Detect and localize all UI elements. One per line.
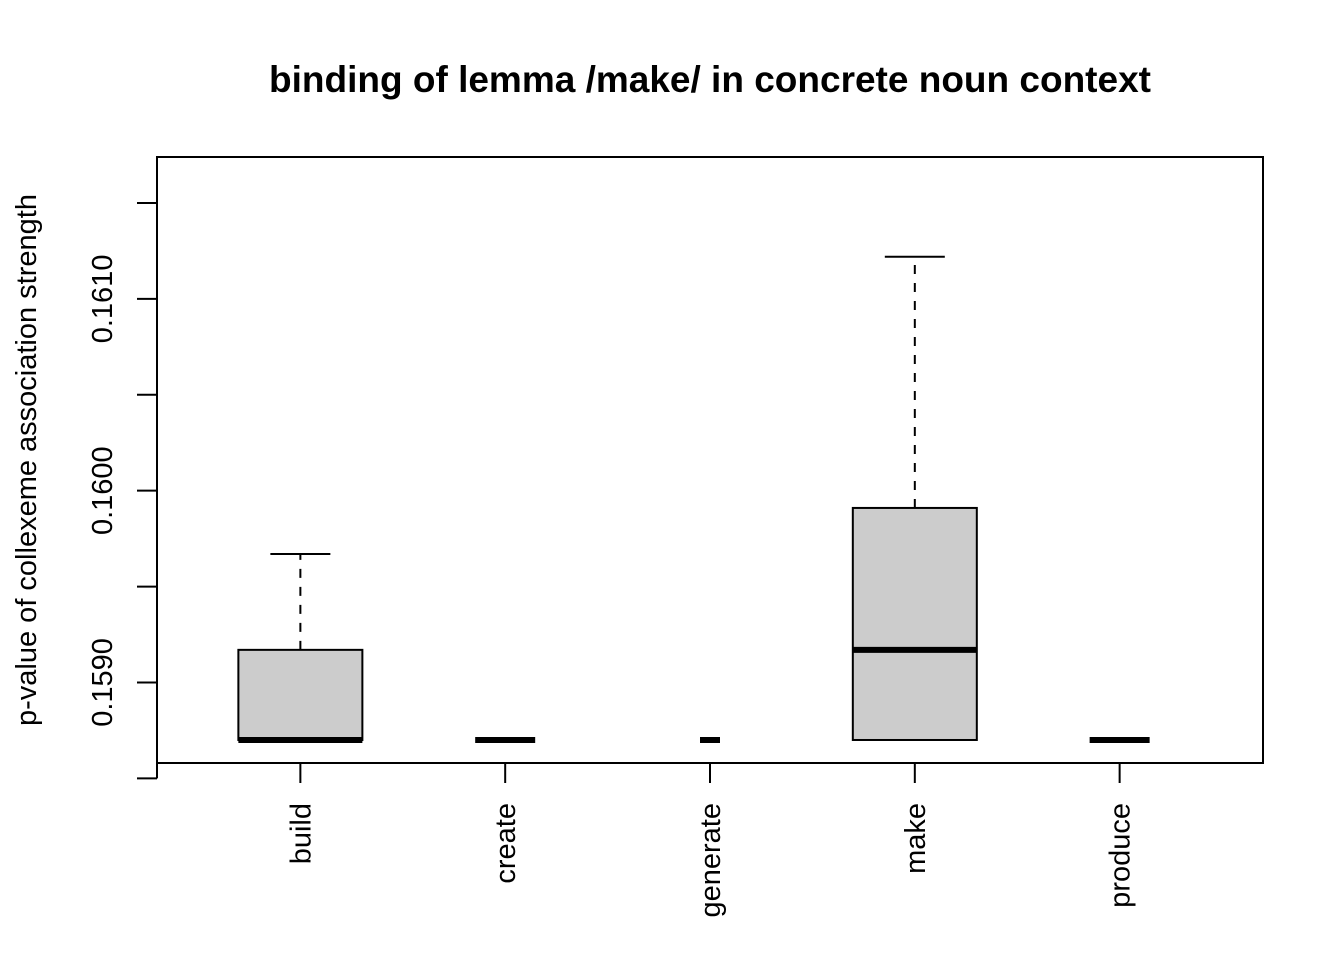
box-rect <box>237 648 364 741</box>
y-axis-label: p-value of collexeme association strengt… <box>11 194 43 726</box>
x-tick-label-create: create <box>490 803 522 884</box>
chart-title: binding of lemma /make/ in concrete noun… <box>269 59 1151 100</box>
x-tick-label-produce: produce <box>1105 803 1137 908</box>
y-tick-label: 0.1590 <box>87 638 119 727</box>
x-tick-label-make: make <box>900 803 932 874</box>
y-tick-label: 0.1600 <box>87 446 119 535</box>
box-rect <box>851 506 978 741</box>
y-tick-label: 0.1610 <box>87 255 119 344</box>
x-tick-label-build: build <box>285 803 317 864</box>
x-axis: build create generate make produce <box>285 763 1137 918</box>
box-build <box>237 552 364 743</box>
box-make <box>851 255 978 741</box>
x-tick-label-generate: generate <box>695 803 727 918</box>
boxes <box>237 255 1150 743</box>
y-axis: 0.1590 0.1600 0.1610 <box>87 202 158 780</box>
